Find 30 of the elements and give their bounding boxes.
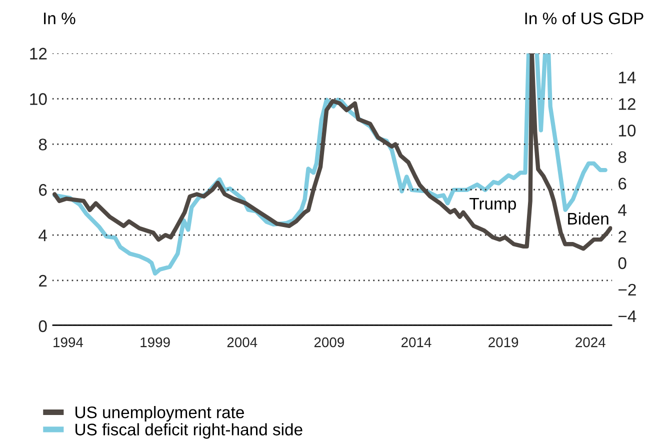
x-tick-label: 1994 [54, 337, 84, 348]
y2-tick-label: −2 [618, 284, 636, 296]
y2-tick-label: −4 [618, 310, 636, 322]
y2-tick-label: 14 [618, 72, 636, 84]
y2-tick-label: 10 [618, 124, 636, 136]
x-tick-label: 2004 [227, 337, 258, 348]
y-tick-label: 0 [38, 320, 47, 332]
y2-tick-label: 8 [618, 151, 626, 164]
legend-label: US fiscal deficit right-hand side [76, 423, 302, 439]
annotation: Biden [568, 212, 608, 225]
y-tick-label: 6 [39, 184, 47, 196]
legend-label: US unemployment rate [76, 406, 244, 422]
y2-tick-label: 4 [618, 204, 626, 216]
y-tick-label: 4 [38, 230, 47, 242]
y2-tick-label: 2 [618, 230, 626, 242]
x-tick-label: 2019 [488, 337, 518, 348]
y-tick-label: 2 [39, 274, 47, 287]
y-axis-title: In % [44, 12, 76, 24]
y2-tick-label: 0 [618, 257, 626, 270]
x-tick-label: 2024 [576, 337, 606, 348]
y-tick-label: 10 [30, 93, 47, 105]
y-tick-label: 12 [30, 48, 47, 60]
y2-tick-label: 6 [618, 178, 626, 190]
annotation: Trump [470, 198, 516, 213]
x-tick-label: 2014 [402, 337, 432, 348]
y2-axis-title: In % of US GDP [525, 12, 644, 24]
x-tick-label: 1999 [140, 337, 170, 348]
y2-tick-label: 12 [618, 98, 636, 110]
x-tick-label: 2009 [314, 337, 344, 348]
y-tick-label: 8 [38, 138, 47, 150]
